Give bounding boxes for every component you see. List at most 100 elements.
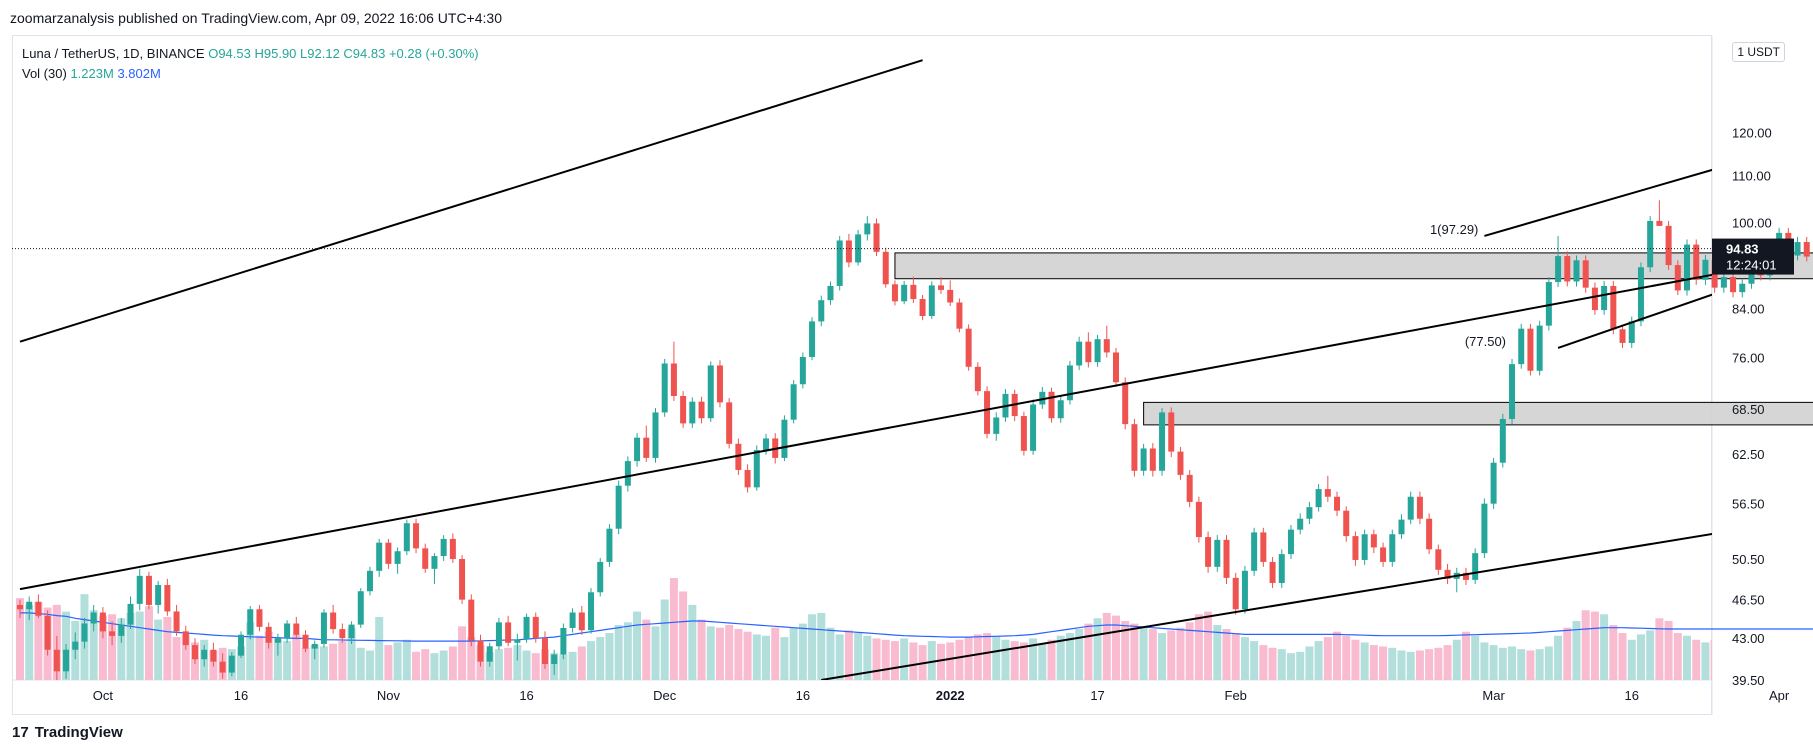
symbol-name[interactable]: Luna / TetherUS, 1D, BINANCE [22, 46, 205, 61]
trendline [19, 59, 923, 343]
time-axis-label: Mar [1482, 688, 1505, 703]
candle-body [431, 556, 438, 569]
candle-body [984, 391, 991, 434]
volume-bar [135, 611, 144, 680]
candle-body [145, 575, 152, 605]
volume-bar [854, 633, 863, 680]
candle-body [505, 622, 512, 643]
volume-bar [927, 641, 936, 680]
ohlc-high: H95.90 [254, 46, 297, 61]
candle-body [597, 561, 604, 593]
volume-bar [1314, 641, 1323, 680]
volume-bar [522, 650, 531, 680]
candle-body [155, 585, 162, 605]
candle-body [320, 612, 327, 644]
candle-body [127, 603, 134, 625]
volume-bar [1784, 649, 1792, 680]
volume-bar [1010, 641, 1019, 680]
volume-bar [1323, 637, 1332, 680]
volume-bar [237, 646, 246, 680]
volume-bar [1065, 633, 1074, 680]
candle-body [118, 624, 125, 636]
volume-bar [1194, 614, 1203, 680]
candle-body [136, 575, 143, 604]
candle-body [818, 300, 825, 322]
volume-bar [863, 635, 872, 680]
candle-body [1674, 265, 1681, 291]
volume-bar [467, 637, 476, 680]
candle-body [1094, 339, 1101, 363]
time-axis-label: Apr [1769, 688, 1790, 703]
volume-bar [1139, 626, 1148, 680]
volume-bar [1286, 653, 1295, 680]
volume-bar [1535, 649, 1544, 680]
candle-body [624, 461, 631, 486]
candle-body [35, 601, 42, 616]
volume-bar [780, 637, 789, 680]
candle-body [311, 643, 318, 649]
candle-body [551, 654, 558, 665]
volume-bar [1176, 627, 1185, 680]
volume-bar [817, 612, 826, 680]
volume-bar [1001, 639, 1010, 680]
volume-bar [872, 638, 881, 680]
volume-bar [1259, 645, 1268, 680]
volume-bar [1554, 635, 1563, 680]
volume-indicator-label[interactable]: Vol (30) [22, 66, 67, 81]
fib-annotation-label: (77.50) [1465, 334, 1506, 349]
candle-body [1527, 328, 1534, 371]
volume-bar [1692, 639, 1701, 680]
volume-bar [1452, 639, 1461, 680]
candle-body [1426, 518, 1433, 550]
candle-body [1232, 577, 1239, 610]
price-axis-label: 76.00 [1732, 351, 1765, 366]
candle-body [403, 523, 410, 552]
volume-bar [329, 643, 338, 680]
volume-bar [1636, 634, 1645, 680]
volume-bar [1720, 644, 1728, 680]
time-axis-label: Dec [653, 688, 677, 703]
candle-body [744, 469, 751, 488]
candle-body [164, 585, 171, 612]
currency-unit-button[interactable]: 1 USDT [1732, 42, 1785, 62]
candle-body [606, 528, 613, 562]
candle-body [1684, 244, 1691, 291]
volume-bar [402, 639, 411, 680]
chart-legend: Luna / TetherUS, 1D, BINANCE O94.53 H95.… [22, 44, 479, 84]
volume-bar [881, 639, 890, 680]
volume-bar [660, 599, 669, 680]
candle-body [799, 356, 806, 385]
volume-bar [1369, 645, 1378, 680]
candle-body [1637, 267, 1644, 322]
tradingview-brand[interactable]: 17 TradingView [12, 724, 123, 741]
candle-body [1297, 518, 1304, 530]
volume-bar [909, 642, 918, 680]
candle-body [689, 401, 696, 424]
candle-body [1149, 448, 1156, 471]
candle-body [938, 285, 944, 290]
volume-bar [1406, 651, 1415, 680]
volume-bar [1544, 646, 1553, 680]
candle-body [1287, 529, 1294, 555]
price-axis-label: 100.00 [1732, 215, 1772, 230]
brand-name: TradingView [34, 724, 123, 741]
candle-body [532, 616, 539, 639]
volume-bar [144, 606, 153, 680]
candle-body [293, 623, 300, 635]
volume-bar [1130, 623, 1139, 680]
time-axis-label: 16 [519, 688, 533, 703]
volume-bar [1019, 642, 1028, 680]
candle-body [947, 289, 954, 303]
time-axis-label: Nov [377, 688, 401, 703]
volume-bar [264, 631, 273, 680]
candle-body [348, 624, 355, 639]
candle-body [836, 240, 843, 286]
candle-body [1223, 539, 1230, 578]
candle-body [109, 631, 116, 636]
candle-body [1490, 462, 1497, 504]
volume-bar [1415, 650, 1424, 680]
fib-annotation-label: 1(97.29) [1430, 222, 1478, 237]
volume-bar [292, 634, 301, 680]
candle-body [541, 638, 548, 665]
